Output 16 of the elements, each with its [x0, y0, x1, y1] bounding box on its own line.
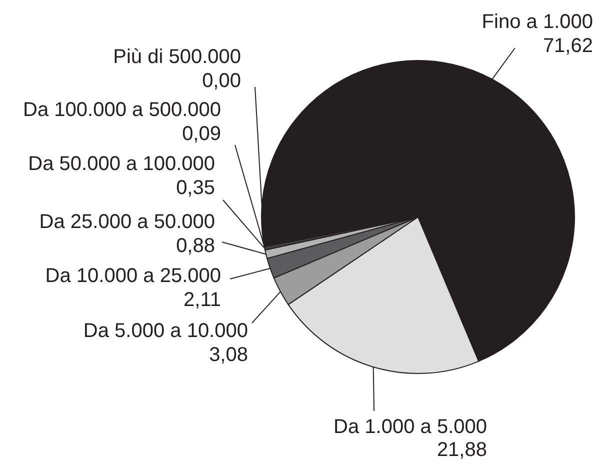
data-label: 0,88	[176, 235, 215, 257]
slice-label: Da 50.000 a 100.000	[28, 153, 215, 175]
slice-label: Da 5.000 a 10.000	[83, 320, 248, 342]
data-label: 71,62	[542, 35, 593, 57]
data-label: 2,11	[184, 289, 221, 311]
data-label: 3,08	[209, 344, 248, 366]
slice-label: Da 100.000 a 500.000	[23, 99, 221, 121]
data-label: 0,35	[176, 177, 215, 199]
slice-label: Da 25.000 a 50.000	[39, 211, 215, 233]
data-label: 21,88	[436, 439, 487, 460]
data-label: 0,09	[182, 123, 221, 145]
text: 0,00	[202, 70, 241, 92]
slice-label: Fino a 1.000	[482, 11, 593, 33]
slice-label: Da 1.000 a 5.000	[334, 416, 487, 438]
category-label: Più di 500.000	[113, 46, 241, 68]
slice-label: Da 10.000 a 25.000	[45, 265, 221, 287]
